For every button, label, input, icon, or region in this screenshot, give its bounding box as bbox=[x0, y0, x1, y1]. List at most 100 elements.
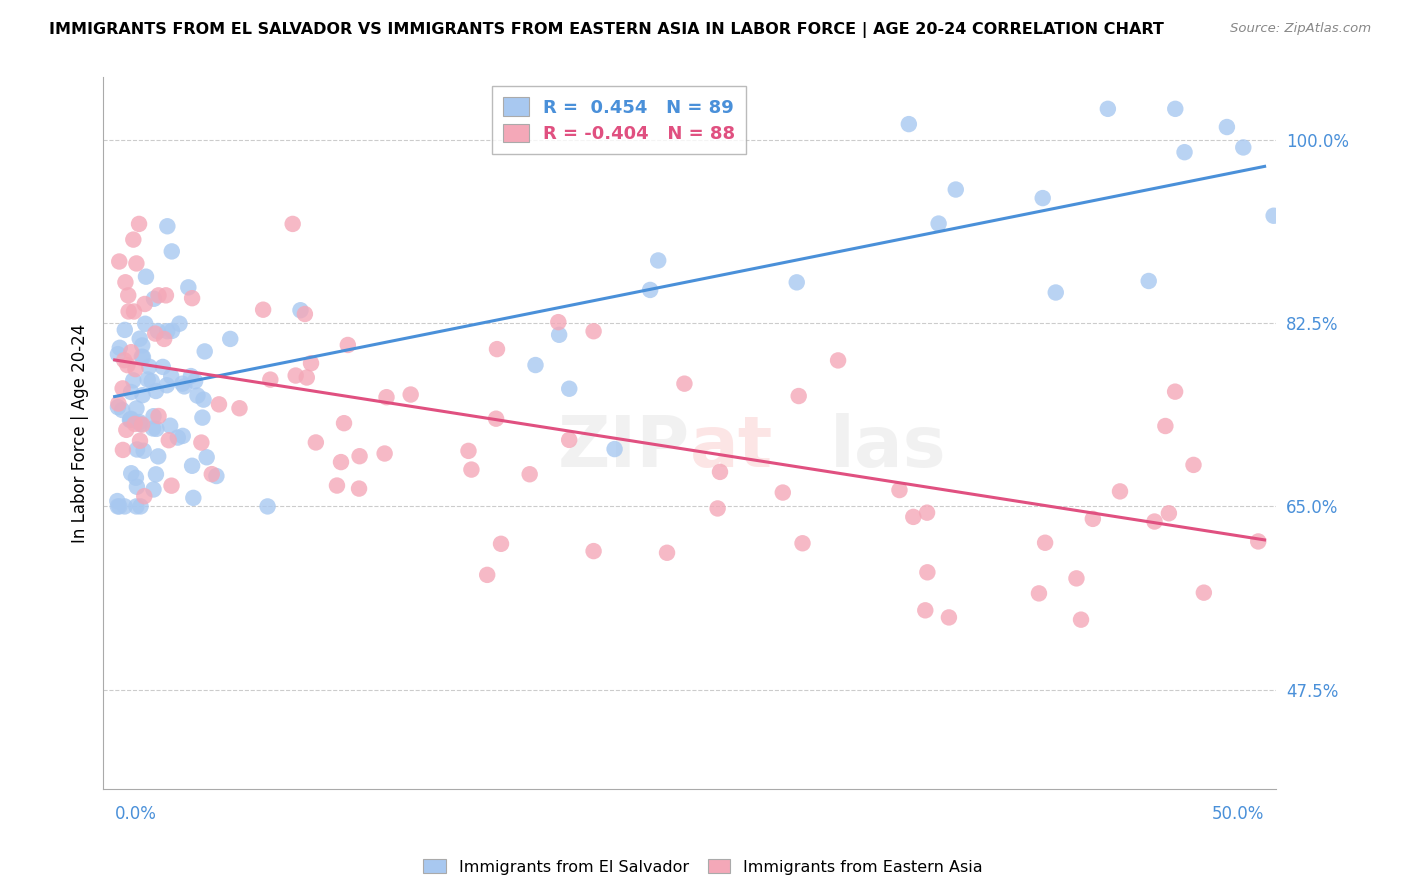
Point bbox=[117, 288, 139, 302]
Point bbox=[673, 376, 696, 391]
Point bbox=[792, 536, 814, 550]
Point bbox=[114, 323, 136, 337]
Point bbox=[156, 219, 179, 234]
Point bbox=[184, 374, 207, 388]
Point bbox=[115, 423, 138, 437]
Point bbox=[647, 253, 669, 268]
Point bbox=[118, 413, 141, 427]
Point bbox=[299, 356, 322, 370]
Point bbox=[122, 304, 145, 318]
Point bbox=[558, 382, 581, 396]
Point bbox=[129, 417, 152, 431]
Point bbox=[122, 233, 145, 247]
Point bbox=[524, 358, 547, 372]
Point bbox=[160, 324, 183, 338]
Point bbox=[489, 537, 512, 551]
Point bbox=[148, 450, 170, 464]
Point bbox=[125, 256, 148, 270]
Point bbox=[290, 303, 312, 318]
Point bbox=[374, 446, 396, 460]
Point bbox=[186, 388, 208, 402]
Point bbox=[129, 500, 152, 514]
Point bbox=[145, 384, 167, 398]
Text: las: las bbox=[831, 413, 948, 482]
Point bbox=[903, 509, 925, 524]
Point bbox=[336, 338, 359, 352]
Point bbox=[1032, 191, 1054, 205]
Point bbox=[1066, 571, 1088, 585]
Point bbox=[945, 182, 967, 196]
Point bbox=[228, 401, 250, 416]
Point bbox=[330, 455, 353, 469]
Point bbox=[124, 362, 146, 376]
Point bbox=[181, 291, 204, 305]
Point bbox=[145, 422, 167, 436]
Point bbox=[131, 338, 153, 352]
Text: 0.0%: 0.0% bbox=[115, 805, 156, 823]
Point bbox=[1097, 102, 1119, 116]
Point bbox=[120, 345, 142, 359]
Point bbox=[156, 324, 179, 338]
Point bbox=[132, 350, 155, 364]
Point bbox=[142, 421, 165, 435]
Point bbox=[156, 378, 179, 392]
Point bbox=[706, 501, 728, 516]
Point bbox=[181, 458, 204, 473]
Point bbox=[1173, 145, 1195, 160]
Point bbox=[138, 359, 160, 374]
Point bbox=[160, 478, 183, 492]
Point bbox=[547, 315, 569, 329]
Point bbox=[111, 403, 134, 417]
Point bbox=[145, 467, 167, 482]
Point bbox=[125, 401, 148, 416]
Point bbox=[191, 410, 214, 425]
Point bbox=[1070, 613, 1092, 627]
Point bbox=[183, 491, 205, 505]
Point bbox=[582, 324, 605, 338]
Point bbox=[917, 566, 939, 580]
Point bbox=[485, 411, 508, 425]
Point bbox=[460, 462, 482, 476]
Point bbox=[131, 417, 153, 432]
Point bbox=[107, 396, 129, 410]
Point bbox=[134, 317, 156, 331]
Point bbox=[131, 388, 153, 402]
Point bbox=[142, 409, 165, 424]
Point bbox=[172, 429, 194, 443]
Point bbox=[638, 283, 661, 297]
Point bbox=[333, 416, 356, 430]
Point bbox=[655, 546, 678, 560]
Point bbox=[146, 324, 169, 338]
Legend: Immigrants from El Salvador, Immigrants from Eastern Asia: Immigrants from El Salvador, Immigrants … bbox=[419, 855, 987, 880]
Point bbox=[1157, 506, 1180, 520]
Point bbox=[135, 269, 157, 284]
Point bbox=[1045, 285, 1067, 300]
Point bbox=[143, 292, 166, 306]
Point bbox=[219, 332, 242, 346]
Point bbox=[124, 417, 146, 431]
Point bbox=[897, 117, 920, 131]
Point bbox=[1143, 515, 1166, 529]
Point bbox=[148, 409, 170, 423]
Point bbox=[157, 434, 180, 448]
Point bbox=[1033, 535, 1056, 549]
Point bbox=[114, 500, 136, 514]
Point bbox=[142, 483, 165, 497]
Point bbox=[172, 376, 194, 391]
Point bbox=[108, 500, 131, 514]
Point bbox=[256, 500, 278, 514]
Point bbox=[1164, 384, 1187, 399]
Point bbox=[205, 469, 228, 483]
Point bbox=[125, 442, 148, 457]
Point bbox=[603, 442, 626, 456]
Text: 50.0%: 50.0% bbox=[1212, 805, 1264, 823]
Point bbox=[136, 372, 159, 386]
Point bbox=[938, 610, 960, 624]
Point bbox=[194, 344, 217, 359]
Point bbox=[120, 412, 142, 426]
Point bbox=[889, 483, 911, 497]
Text: at: at bbox=[689, 413, 773, 482]
Point bbox=[558, 433, 581, 447]
Point bbox=[159, 418, 181, 433]
Point bbox=[128, 332, 150, 346]
